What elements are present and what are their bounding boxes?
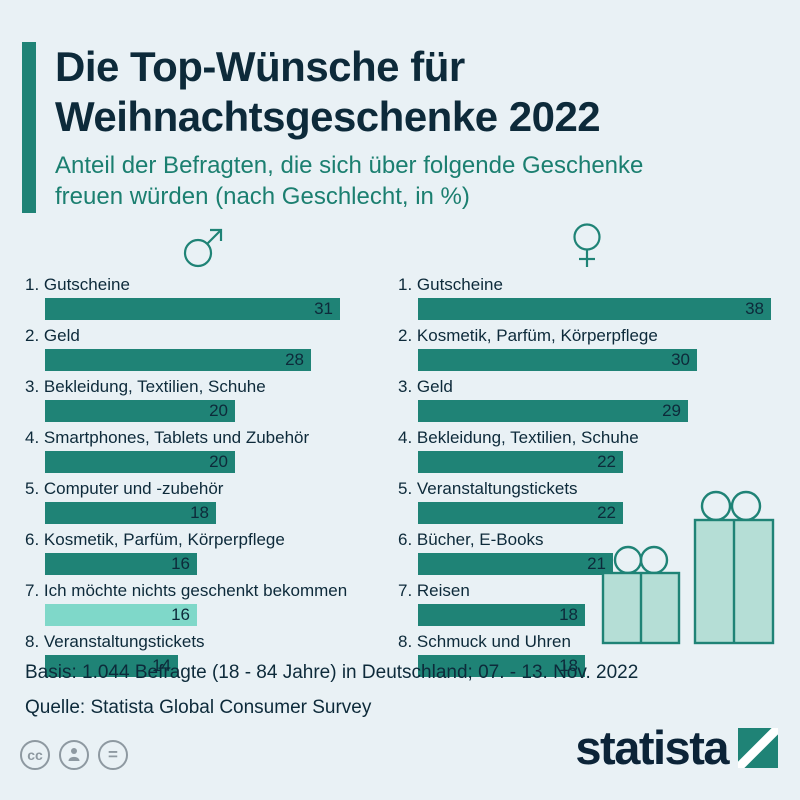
item-bar: 18 [418, 655, 585, 677]
item-label: 7. Reisen [398, 581, 470, 600]
item-bar: 16 [45, 553, 197, 575]
male-icon [25, 222, 383, 270]
chart-row: 5. Computer und -zubehör 18 [25, 476, 383, 524]
chart-row: 4. Bekleidung, Textilien, Schuhe 22 [398, 425, 775, 473]
chart-row: 2. Geld 28 [25, 323, 383, 371]
item-value: 20 [209, 401, 228, 420]
chart-row: 6. Kosmetik, Parfüm, Körperpflege 16 [25, 527, 383, 575]
item-value: 18 [559, 656, 578, 675]
item-bar: 18 [45, 502, 216, 524]
item-label: 1. Gutscheine [25, 275, 130, 294]
item-value: 22 [597, 452, 616, 471]
item-label: 5. Computer und -zubehör [25, 479, 224, 498]
item-bar: 22 [418, 451, 623, 473]
item-label: 4. Smartphones, Tablets und Zubehör [25, 428, 310, 447]
chart-row: 8. Veranstaltungstickets 14 [25, 629, 383, 677]
item-value: 31 [314, 299, 333, 318]
source-note: Quelle: Statista Global Consumer Survey [25, 697, 372, 718]
item-bar: 20 [45, 400, 235, 422]
chart-row: 8. Schmuck und Uhren 18 [398, 629, 775, 677]
female-icon [398, 222, 775, 270]
item-value: 16 [171, 554, 190, 573]
item-value: 20 [209, 452, 228, 471]
item-label: 2. Geld [25, 326, 80, 345]
subtitle-line-1: Anteil der Befragten, die sich über folg… [55, 152, 644, 180]
basis-note: Basis: 1.044 Befragte (18 - 84 Jahre) in… [25, 662, 639, 683]
statista-wordmark: statista [575, 721, 729, 774]
item-value: 22 [597, 503, 616, 522]
item-bar: 21 [418, 553, 613, 575]
item-label: 5. Veranstaltungstickets [398, 479, 578, 498]
statista-logo: statista [575, 724, 778, 771]
chart-area: 1. Gutscheine 31 2. Geld 28 3. Bekleidun… [25, 222, 775, 680]
subtitle-line-2: freuen würden (nach Geschlecht, in %) [55, 182, 470, 210]
chart-row: 3. Bekleidung, Textilien, Schuhe 20 [25, 374, 383, 422]
item-value: 29 [662, 401, 681, 420]
item-bar: 38 [418, 298, 771, 320]
item-bar: 22 [418, 502, 623, 524]
item-value: 16 [171, 605, 190, 624]
chart-row: 1. Gutscheine 38 [398, 272, 775, 320]
item-value: 14 [152, 656, 171, 675]
item-label: 1. Gutscheine [398, 275, 503, 294]
chart-row: 4. Smartphones, Tablets und Zubehör 20 [25, 425, 383, 473]
item-bar: 31 [45, 298, 340, 320]
item-bar: 16 [45, 604, 197, 626]
item-value: 18 [190, 503, 209, 522]
chart-row: 5. Veranstaltungstickets 22 [398, 476, 775, 524]
female-bar-list: 1. Gutscheine 38 2. Kosmetik, Parfüm, Kö… [398, 272, 775, 677]
cc-icon-label: cc [27, 747, 43, 763]
gift-boxes-illustration [601, 490, 775, 645]
item-value: 18 [559, 605, 578, 624]
item-bar: 18 [418, 604, 585, 626]
header: Die Top-Wünsche für Weihnachtsgeschenke 2… [22, 42, 780, 213]
item-bar: 29 [418, 400, 688, 422]
item-bar: 30 [418, 349, 697, 371]
item-bar: 28 [45, 349, 311, 371]
female-column: 1. Gutscheine 38 2. Kosmetik, Parfüm, Kö… [398, 222, 775, 680]
item-value: 38 [745, 299, 764, 318]
item-value: 21 [587, 554, 606, 573]
chart-subtitle: Anteil der Befragten, die sich über folg… [55, 151, 643, 212]
attribution-icon [59, 740, 89, 770]
item-bar: 14 [45, 655, 178, 677]
male-bar-list: 1. Gutscheine 31 2. Geld 28 3. Bekleidun… [25, 272, 383, 677]
chart-title: Die Top-Wünsche für Weihnachtsgeschenke 2… [55, 42, 643, 141]
item-bar: 20 [45, 451, 235, 473]
item-label: 6. Kosmetik, Parfüm, Körperpflege [25, 530, 285, 549]
item-value: 30 [671, 350, 690, 369]
statista-logo-mark [738, 727, 778, 768]
item-label: 3. Geld [398, 377, 453, 396]
item-label: 6. Bücher, E-Books [398, 530, 544, 549]
license-icons: cc = [20, 740, 128, 770]
no-derivatives-icon: = [98, 740, 128, 770]
header-text: Die Top-Wünsche für Weihnachtsgeschenke 2… [55, 42, 643, 213]
chart-row: 2. Kosmetik, Parfüm, Körperpflege 30 [398, 323, 775, 371]
item-label: 8. Veranstaltungstickets [25, 632, 205, 651]
item-label: 8. Schmuck und Uhren [398, 632, 571, 651]
item-label: 2. Kosmetik, Parfüm, Körperpflege [398, 326, 658, 345]
chart-row: 6. Bücher, E-Books 21 [398, 527, 775, 575]
chart-row: 3. Geld 29 [398, 374, 775, 422]
chart-row: 7. Ich möchte nichts geschenkt bekommen … [25, 578, 383, 626]
item-label: 3. Bekleidung, Textilien, Schuhe [25, 377, 266, 396]
title-line-1: Die Top-Wünsche für [55, 43, 465, 90]
no-derivatives-icon-label: = [108, 745, 118, 764]
title-accent-bar [22, 42, 36, 213]
item-label: 7. Ich möchte nichts geschenkt bekommen [25, 581, 348, 600]
title-line-2: Weihnachtsgeschenke 2022 [55, 92, 601, 140]
chart-row: 1. Gutscheine 31 [25, 272, 383, 320]
male-column: 1. Gutscheine 31 2. Geld 28 3. Bekleidun… [25, 222, 383, 680]
chart-row: 7. Reisen 18 [398, 578, 775, 626]
item-label: 4. Bekleidung, Textilien, Schuhe [398, 428, 639, 447]
item-value: 28 [285, 350, 304, 369]
cc-icon: cc [20, 740, 50, 770]
